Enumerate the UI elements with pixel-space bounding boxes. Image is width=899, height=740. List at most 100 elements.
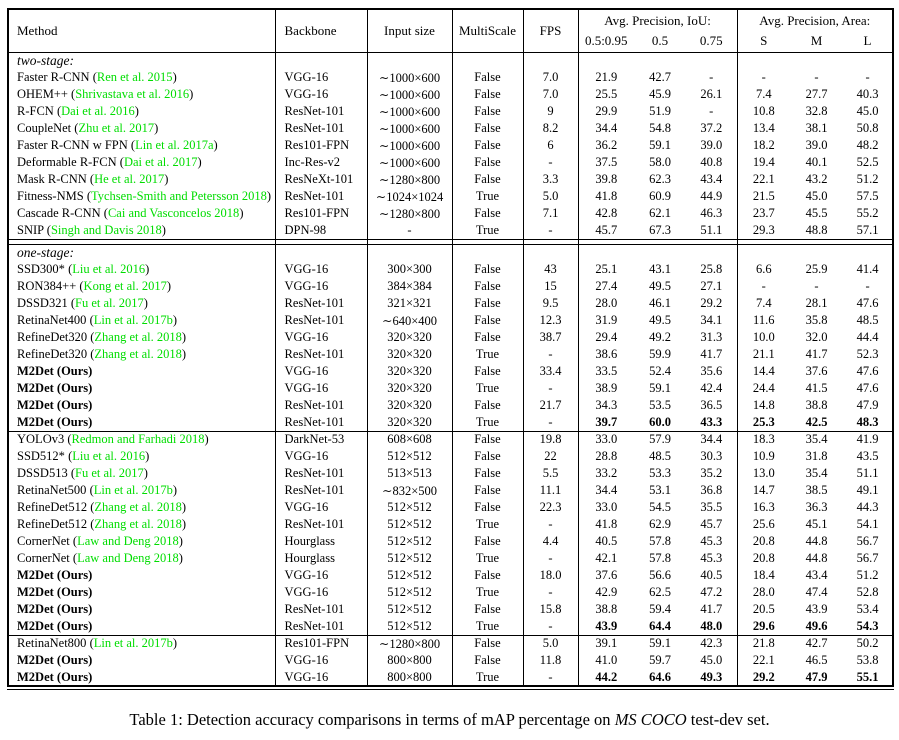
citation-link[interactable]: Ren et al. 2015 bbox=[96, 70, 173, 84]
ap-large-cell: 48.3 bbox=[856, 414, 879, 429]
citation-link[interactable]: Zhang et al. 2018 bbox=[94, 330, 182, 344]
ap-50-95-cell: 29.9 bbox=[577, 103, 634, 120]
ap-large-cell: 52.5 bbox=[856, 155, 879, 169]
ap-large-cell: 45.0 bbox=[856, 104, 879, 118]
citation-link[interactable]: Shrivastava et al. 2016 bbox=[75, 87, 190, 101]
ap-large-cell: 47.6 bbox=[856, 296, 879, 310]
citation-link[interactable]: Kong et al. 2017 bbox=[83, 279, 167, 293]
ap-50-cell: 59.1 bbox=[649, 138, 671, 152]
backbone-cell: DarkNet-53 bbox=[274, 430, 367, 448]
multiscale-cell: True bbox=[451, 188, 523, 205]
multiscale-cell: False bbox=[451, 261, 523, 278]
ap-50-cell: 54.8 bbox=[649, 121, 671, 135]
citation-link[interactable]: Zhang et al. 2018 bbox=[94, 500, 182, 514]
column-group-avg-precision-area: Avg. Precision, Area: bbox=[736, 9, 894, 31]
ap-50-cell: 67.3 bbox=[649, 222, 671, 237]
citation-link[interactable]: He et al. 2017 bbox=[94, 172, 165, 186]
method-cell: RetinaNet800 (Lin et al. 2017b) bbox=[8, 634, 275, 652]
citation-link[interactable]: Singh and Davis 2018 bbox=[50, 222, 162, 237]
ap-50-cell: 45.9 bbox=[649, 87, 671, 101]
ap-medium-cell: 43.9 bbox=[805, 602, 828, 616]
input-size-cell: 800×800 bbox=[366, 652, 452, 669]
citation-link[interactable]: Liu et al. 2016 bbox=[72, 449, 146, 463]
ap-large-cell: 41.9 bbox=[843, 430, 894, 448]
ap-50-95-cell: 43.9 bbox=[577, 618, 634, 635]
ap-medium-cell: 47.9 bbox=[805, 669, 828, 684]
ap-medium-cell: 43.4 bbox=[805, 568, 828, 582]
ap-small-cell: - bbox=[736, 278, 791, 295]
method-cell: RefineDet320 (Zhang et al. 2018) bbox=[17, 330, 187, 344]
ap-medium-cell: 41.5 bbox=[805, 381, 828, 395]
citation-link[interactable]: Fu et al. 2017 bbox=[75, 466, 144, 480]
input-size-cell: ∼1000×600 bbox=[366, 69, 452, 86]
ap-50-95-cell: 25.1 bbox=[577, 261, 634, 278]
ap-large-cell: 57.5 bbox=[856, 189, 879, 203]
table-body: two-stage: Faster R-CNN (Ren et al. 2015)… bbox=[8, 52, 894, 686]
fps-cell: - bbox=[522, 222, 578, 239]
input-size-cell: ∼1280×800 bbox=[366, 171, 452, 188]
multiscale-cell bbox=[451, 238, 523, 245]
ap-50-cell: 59.1 bbox=[634, 634, 686, 652]
citation-link[interactable]: Lin et al. 2017b bbox=[93, 483, 173, 497]
method-name: RefineDet512 bbox=[17, 517, 88, 531]
fps-cell: 5.0 bbox=[522, 188, 578, 205]
multiscale-cell: False bbox=[451, 120, 523, 137]
table-row: M2Det (Ours) ResNet-101 320×320 False 21.7 34… bbox=[8, 397, 893, 414]
method-cell: M2Det (Ours) bbox=[8, 669, 275, 686]
method-name: Faster R-CNN w FPN bbox=[17, 138, 128, 152]
citation-link[interactable]: Redmon and Farhadi 2018 bbox=[71, 432, 205, 447]
method-cell: M2Det (Ours) bbox=[8, 414, 275, 431]
ap-50-95-cell: 39.1 bbox=[577, 634, 634, 652]
ap-50-95-cell: 39.8 bbox=[577, 171, 634, 188]
multiscale-cell: False bbox=[451, 137, 523, 154]
fps-cell: 8.2 bbox=[522, 120, 578, 137]
ap-small-cell: 6.6 bbox=[736, 261, 791, 278]
ap-50-cell: 62.1 bbox=[649, 206, 671, 220]
ap-medium-cell: - bbox=[814, 70, 819, 84]
citation-link[interactable]: Dai et al. 2017 bbox=[123, 155, 198, 169]
multiscale-cell: False bbox=[451, 69, 523, 86]
ap-medium-cell: 45.0 bbox=[805, 189, 828, 203]
citation-link[interactable]: Dai et al. 2016 bbox=[61, 104, 135, 118]
ap-50-95-cell bbox=[577, 52, 634, 69]
ap-50-95-cell: 42.9 bbox=[577, 584, 634, 601]
ap-large-cell: - bbox=[865, 70, 870, 84]
method-cell: DSSD513 (Fu et al. 2017) bbox=[17, 466, 148, 480]
backbone-cell: VGG-16 bbox=[274, 261, 367, 278]
citation-link[interactable]: Fu et al. 2017 bbox=[75, 296, 144, 310]
ap-50-95-cell: 38.8 bbox=[577, 601, 634, 618]
ap-50-cell: 59.9 bbox=[649, 347, 671, 361]
fps-cell: - bbox=[522, 346, 578, 363]
ap-large-cell: 50.2 bbox=[843, 634, 894, 652]
ap-large-cell: 40.3 bbox=[856, 87, 879, 101]
ap-75-cell: 45.7 bbox=[700, 517, 723, 531]
multiscale-cell: False bbox=[451, 430, 523, 448]
backbone-cell: VGG-16 bbox=[274, 86, 367, 103]
citation-link[interactable]: Tychsen-Smith and Petersson 2018 bbox=[90, 189, 267, 203]
citation-link[interactable]: Lin et al. 2017a bbox=[135, 138, 214, 152]
ap-medium-cell: 44.8 bbox=[805, 551, 828, 565]
input-size-cell: 321×321 bbox=[366, 295, 452, 312]
citation-link[interactable]: Law and Deng 2018 bbox=[77, 534, 179, 548]
fps-cell: 22 bbox=[522, 448, 578, 465]
method-name: M2Det (Ours) bbox=[17, 618, 93, 633]
table-row: RefineDet320 (Zhang et al. 2018) VGG-16 32… bbox=[8, 329, 893, 346]
citation-link[interactable]: Zhu et al. 2017 bbox=[78, 121, 155, 135]
ap-small-cell: 13.4 bbox=[736, 120, 791, 137]
citation-link[interactable]: Zhang et al. 2018 bbox=[94, 517, 182, 531]
citation-link[interactable]: Cai and Vasconcelos 2018 bbox=[107, 206, 240, 220]
citation-link[interactable]: Liu et al. 2016 bbox=[72, 262, 146, 276]
citation-link[interactable]: Lin et al. 2017b bbox=[93, 313, 173, 327]
method-cell: DSSD321 (Fu et al. 2017) bbox=[17, 296, 148, 310]
citation-link[interactable]: Lin et al. 2017b bbox=[93, 636, 173, 651]
ap-large-cell: 44.3 bbox=[856, 500, 879, 514]
multiscale-cell: True bbox=[451, 380, 523, 397]
table-row: RefineDet320 (Zhang et al. 2018) ResNet-1… bbox=[8, 346, 893, 363]
citation-link[interactable]: Law and Deng 2018 bbox=[77, 551, 179, 565]
ap-50-cell: 56.6 bbox=[649, 568, 671, 582]
column-header-ap-75: 0.75 bbox=[686, 31, 738, 53]
backbone-cell: ResNet-101 bbox=[274, 465, 367, 482]
backbone-cell: ResNet-101 bbox=[274, 601, 367, 618]
citation-link[interactable]: Zhang et al. 2018 bbox=[94, 347, 182, 361]
column-header-ap-medium: M bbox=[790, 31, 844, 53]
